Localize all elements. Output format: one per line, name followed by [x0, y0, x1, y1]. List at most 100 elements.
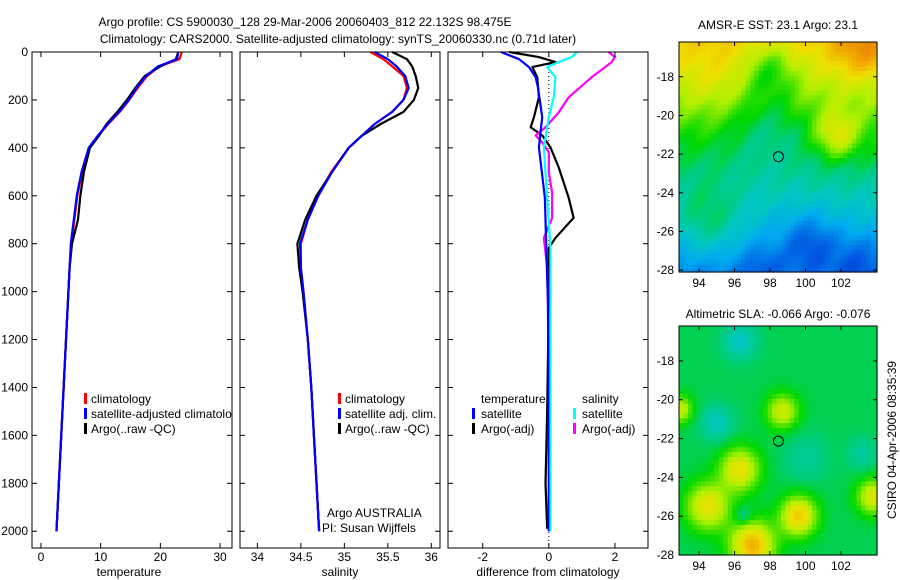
heatmap-cell — [856, 269, 862, 273]
heatmap-cell — [718, 56, 724, 62]
heatmap-cell — [679, 254, 684, 260]
heatmap-cell — [767, 471, 773, 478]
heatmap-cell — [843, 196, 849, 202]
heatmap-cell — [754, 56, 760, 62]
heatmap-cell — [710, 360, 715, 366]
heatmap-cell — [865, 230, 871, 236]
heatmap-cell — [705, 90, 711, 96]
heatmap-cell — [838, 191, 844, 198]
heatmap-cell — [687, 510, 693, 516]
heatmap-cell — [856, 230, 862, 236]
heatmap-cell — [820, 100, 826, 106]
heatmap-cell — [710, 80, 715, 87]
heatmap-cell — [812, 345, 818, 351]
heatmap-cell — [727, 520, 733, 526]
heatmap-cell — [767, 254, 773, 260]
heatmap-cell — [750, 364, 755, 371]
heatmap-cell — [723, 457, 729, 463]
heatmap-cell — [723, 66, 729, 72]
heatmap-cell — [696, 534, 702, 541]
heatmap-cell — [710, 481, 715, 487]
heatmap-cell — [727, 403, 733, 410]
heatmap-cell — [803, 220, 809, 227]
heatmap-cell — [763, 230, 769, 236]
heatmap-cell — [705, 398, 711, 405]
heatmap-cell — [869, 423, 875, 429]
heatmap-cell — [692, 355, 698, 361]
heatmap-cell — [710, 119, 715, 125]
heatmap-cell — [860, 109, 866, 115]
heatmap-cell — [825, 235, 831, 241]
heatmap-cell — [834, 80, 840, 87]
heatmap-cell — [798, 143, 804, 149]
heatmap-cell — [710, 162, 715, 169]
heatmap-cell — [874, 330, 878, 337]
heatmap-cell — [767, 66, 773, 72]
heatmap-cell — [812, 249, 818, 256]
heatmap-cell — [750, 423, 755, 429]
heatmap-cell — [874, 259, 878, 265]
heatmap-cell — [727, 481, 733, 487]
heatmap-cell — [803, 534, 809, 541]
heatmap-cell — [772, 133, 778, 140]
heatmap-cell — [736, 486, 742, 492]
heatmap-cell — [736, 100, 742, 106]
heatmap-cell — [852, 119, 857, 125]
heatmap-cell — [789, 505, 795, 511]
heatmap-cell — [767, 129, 773, 135]
heatmap-cell — [754, 442, 760, 448]
heatmap-cell — [772, 138, 778, 144]
heatmap-cell — [794, 491, 800, 497]
heatmap-cell — [816, 403, 822, 410]
heatmap-cell — [718, 524, 724, 531]
heatmap-cell — [798, 75, 804, 82]
heatmap-cell — [829, 398, 835, 405]
heatmap-cell — [776, 259, 782, 265]
heatmap-cell — [865, 549, 871, 555]
heatmap-cell — [798, 481, 804, 487]
heatmap-cell — [763, 162, 769, 169]
heatmap-cell — [852, 71, 857, 77]
heatmap-cell — [745, 215, 751, 222]
heatmap-cell — [758, 471, 764, 478]
heatmap-cell — [736, 427, 742, 434]
heatmap-cell — [816, 66, 822, 72]
heatmap-cell — [807, 148, 813, 154]
heatmap-cell — [710, 534, 715, 541]
heatmap-cell — [847, 418, 853, 424]
heatmap-cell — [781, 138, 786, 144]
heatmap-cell — [869, 432, 875, 439]
heatmap-cell — [723, 437, 729, 444]
heatmap-cell — [745, 66, 751, 72]
heatmap-cell — [772, 393, 778, 400]
heatmap-cell — [794, 235, 800, 241]
heatmap-cell — [745, 143, 751, 149]
heatmap-cell — [687, 520, 693, 526]
heatmap-cell — [820, 187, 826, 193]
heatmap-cell — [794, 549, 800, 555]
heatmap-cell — [750, 172, 755, 178]
heatmap-cell — [701, 138, 707, 144]
heatmap-cell — [781, 269, 786, 273]
heatmap-cell — [776, 133, 782, 140]
heatmap-cell — [727, 544, 733, 550]
heatmap-cell — [865, 447, 871, 453]
heatmap-cell — [705, 201, 711, 207]
heatmap-cell — [687, 187, 693, 193]
heatmap-cell — [816, 129, 822, 135]
heatmap-cell — [812, 524, 818, 531]
heatmap-cell — [838, 452, 844, 458]
heatmap-cell — [732, 191, 738, 198]
heatmap-cell — [789, 254, 795, 260]
heatmap-cell — [767, 240, 773, 246]
heatmap-cell — [732, 423, 738, 429]
heatmap-cell — [718, 457, 724, 463]
heatmap-cell — [714, 124, 720, 130]
heatmap-cell — [732, 432, 738, 439]
heatmap-cell — [843, 104, 849, 111]
heatmap-cell — [772, 442, 778, 448]
heatmap-cell — [794, 505, 800, 511]
heatmap-cell — [754, 534, 760, 541]
heatmap-cell — [829, 408, 835, 414]
heatmap-cell — [781, 119, 786, 125]
